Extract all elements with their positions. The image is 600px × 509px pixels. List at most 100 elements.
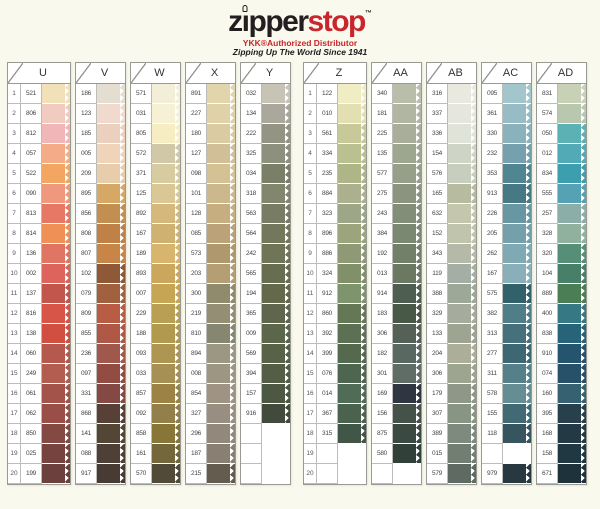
table-row: 3 812 xyxy=(8,124,70,144)
swatch-AB-133 xyxy=(448,324,476,343)
table-row: 394 xyxy=(241,364,290,384)
swatch-Y-134 xyxy=(262,104,290,123)
column-label: AD xyxy=(557,67,574,79)
swatch-cell xyxy=(338,384,366,404)
swatch-cell xyxy=(42,444,70,464)
swatch-Y-325 xyxy=(262,144,290,163)
swatch-cell xyxy=(42,164,70,184)
row-number: 20 xyxy=(304,464,317,484)
row-number: 6 xyxy=(8,184,21,204)
swatch-cell xyxy=(207,404,235,424)
color-code: 913 xyxy=(482,184,503,204)
row-number: 13 xyxy=(304,324,317,344)
swatch-cell xyxy=(262,304,290,324)
swatch-cell xyxy=(503,264,531,284)
swatch-AC-382 xyxy=(503,304,531,323)
color-code: 896 xyxy=(317,224,338,244)
swatch-AC-155 xyxy=(503,404,531,423)
swatch-AB-204 xyxy=(448,344,476,363)
swatch-W-033 xyxy=(152,364,180,383)
color-code: 579 xyxy=(427,464,448,484)
swatch-Y-916 xyxy=(262,404,290,423)
swatch-W-857 xyxy=(152,384,180,403)
table-row: 809 xyxy=(76,304,125,324)
swatch-AA-301 xyxy=(393,364,421,383)
color-code: 361 xyxy=(482,104,503,124)
table-row: 632 xyxy=(427,204,476,224)
column-V: V 186 123 185 005 209 895 856 808 807 102 079 809 855… xyxy=(75,62,126,485)
swatch-cell xyxy=(338,124,366,144)
swatch-cell xyxy=(97,104,125,124)
swatch-cell xyxy=(97,384,125,404)
swatch-cell xyxy=(97,304,125,324)
swatch-cell xyxy=(97,444,125,464)
table-row: 318 xyxy=(241,184,290,204)
swatch-Z-235 xyxy=(338,164,366,183)
table-row: 158 xyxy=(537,444,586,464)
color-code: 062 xyxy=(21,404,42,424)
swatch-cell xyxy=(262,364,290,384)
color-code: 242 xyxy=(241,244,262,264)
swatch-cell xyxy=(448,404,476,424)
column-header: Y xyxy=(241,63,290,84)
table-row: 2 010 xyxy=(304,104,366,124)
swatch-cell xyxy=(393,84,421,104)
swatch-cell xyxy=(338,284,366,304)
swatch-AB-154 xyxy=(448,144,476,163)
swatch-AA-340 xyxy=(393,84,421,103)
swatch-cell xyxy=(558,264,586,284)
color-code: 189 xyxy=(131,244,152,264)
swatch-V-123 xyxy=(97,104,125,123)
table-row: 838 xyxy=(537,324,586,344)
column-label: W xyxy=(154,67,165,79)
swatch-V-236 xyxy=(97,344,125,363)
row-number: 5 xyxy=(304,164,317,184)
color-chart: U 1 521 2 806 3 812 4 057 5 522 6 090 7 813 8 814 9 136 10 0… xyxy=(7,62,595,485)
swatch-cell xyxy=(207,84,235,104)
color-code: 141 xyxy=(76,424,97,444)
swatch-U-814 xyxy=(42,224,70,243)
swatch-cell xyxy=(97,144,125,164)
table-row: 875 xyxy=(372,424,421,444)
swatch-AB-329 xyxy=(448,304,476,323)
swatch-cell xyxy=(448,224,476,244)
swatch-U-806 xyxy=(42,104,70,123)
table-row: 570 xyxy=(131,464,180,484)
color-code: 215 xyxy=(186,464,207,484)
color-code: 010 xyxy=(317,104,338,124)
color-code: 569 xyxy=(241,344,262,364)
swatch-cell xyxy=(152,364,180,384)
table-row: 19 025 xyxy=(8,444,70,464)
color-code: 079 xyxy=(76,284,97,304)
column-AC: AC 095 361 330 232 353 913 226 205 262 167 575 382 31… xyxy=(481,62,532,485)
color-code: 235 xyxy=(317,164,338,184)
color-code: 891 xyxy=(186,84,207,104)
row-number: 8 xyxy=(304,224,317,244)
swatch-cell xyxy=(338,404,366,424)
table-row: 119 xyxy=(427,264,476,284)
swatch-AB-165 xyxy=(448,184,476,203)
color-code: 123 xyxy=(76,104,97,124)
swatch-cell xyxy=(338,244,366,264)
swatch-cell xyxy=(393,184,421,204)
table-row: 125 xyxy=(131,184,180,204)
swatch-Y-365 xyxy=(262,304,290,323)
swatch-cell xyxy=(262,344,290,364)
swatch-cell xyxy=(558,164,586,184)
table-row: 165 xyxy=(427,184,476,204)
color-code: 203 xyxy=(186,264,207,284)
table-row: 205 xyxy=(482,224,531,244)
color-code: 858 xyxy=(131,424,152,444)
color-code: 167 xyxy=(482,264,503,284)
table-row: 050 xyxy=(537,124,586,144)
swatch-cell xyxy=(152,344,180,364)
table-row: 316 xyxy=(427,84,476,104)
swatch-cell xyxy=(448,144,476,164)
color-code: 182 xyxy=(372,344,393,364)
color-code: 805 xyxy=(131,124,152,144)
table-row: 097 xyxy=(76,364,125,384)
table-row: 891 xyxy=(186,84,235,104)
swatch-W-805 xyxy=(152,124,180,143)
swatch-cell xyxy=(262,464,290,484)
swatch-W-161 xyxy=(152,444,180,463)
